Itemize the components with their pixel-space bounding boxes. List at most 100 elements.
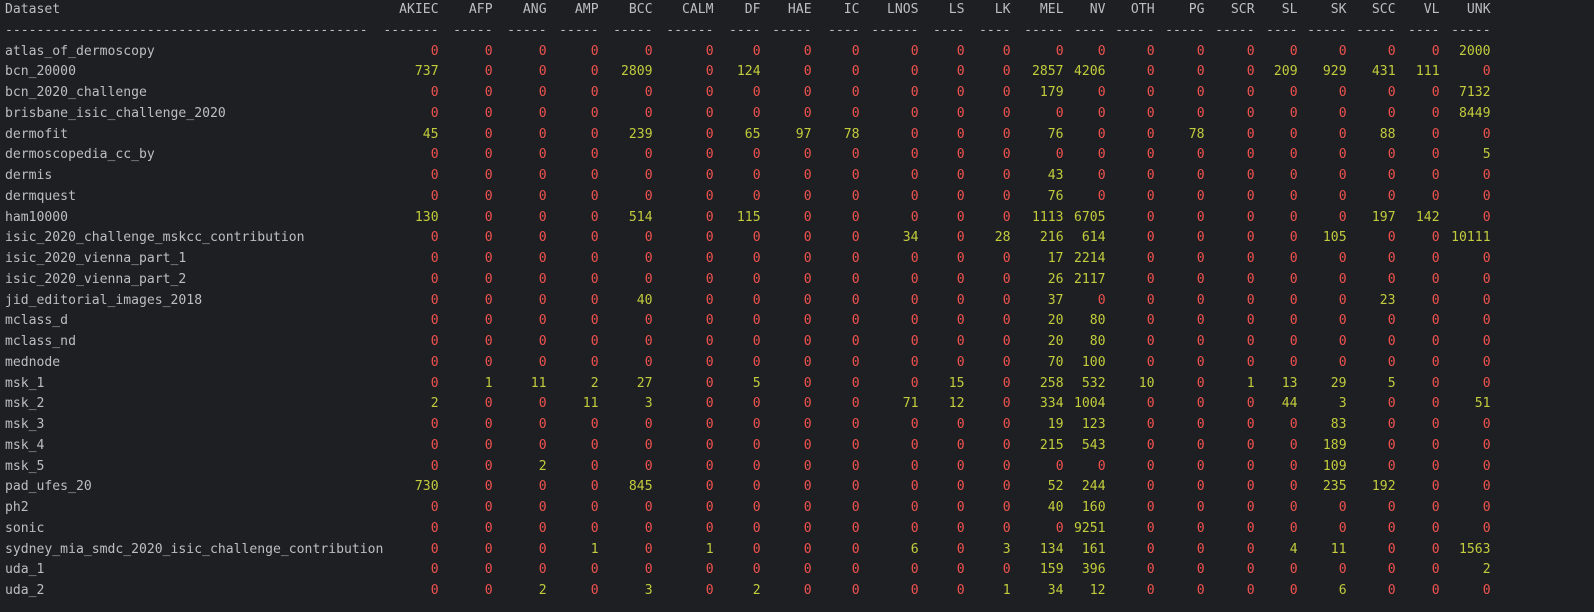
count-cell: 0 (1002, 313, 1011, 329)
count-cell: 1563 (1459, 541, 1491, 557)
count-cell: 0 (1246, 43, 1255, 59)
count-cell: 0 (956, 168, 965, 183)
count-cell: 0 (590, 458, 599, 474)
count-cell: 0 (1246, 500, 1255, 515)
dataset-name: dermoscopedia_cc_by (5, 147, 155, 163)
table-row: bcn_20000 737 0 0 0 2809 0 124 0 0 0 0 0 2857 4206 0 0 0 2… (5, 62, 1491, 83)
count-cell: 0 (590, 520, 599, 536)
separator-cell: ---- (1266, 22, 1298, 38)
count-cell: 0 (1482, 437, 1491, 453)
separator-cell: ----- (1024, 22, 1064, 38)
count-cell: 0 (1431, 85, 1440, 100)
count-cell: 543 (1081, 437, 1106, 453)
count-cell: 0 (803, 147, 812, 163)
count-cell: 0 (910, 292, 919, 308)
count-cell: 76 (1047, 188, 1064, 204)
count-cell: 0 (430, 583, 439, 598)
count-cell: 0 (1146, 147, 1155, 163)
count-cell: 0 (956, 313, 965, 329)
count-cell: 0 (1431, 354, 1440, 370)
column-header-ls: LS (948, 2, 965, 17)
count-cell: 0 (705, 230, 714, 246)
count-cell: 0 (1431, 417, 1440, 432)
count-cell: 0 (803, 583, 812, 598)
separator-cell: ----- (1451, 22, 1491, 38)
count-cell: 0 (1431, 500, 1440, 515)
count-cell: 532 (1081, 375, 1106, 391)
column-header-sk: SK (1330, 2, 1347, 17)
count-cell: 0 (590, 251, 599, 266)
count-cell: 70 (1047, 354, 1064, 370)
count-cell: 0 (1002, 375, 1011, 391)
count-cell: 0 (752, 520, 761, 536)
dataset-name: dermquest (5, 188, 76, 204)
count-cell: 11 (582, 396, 599, 412)
count-cell: 9251 (1074, 520, 1106, 536)
count-cell: 0 (1146, 354, 1155, 370)
count-cell: 929 (1322, 64, 1347, 80)
count-cell: 5 (1482, 147, 1491, 163)
dataset-name: isic_2020_vienna_part_1 (5, 251, 187, 266)
count-cell: 6 (910, 541, 919, 557)
count-cell: 0 (1289, 271, 1298, 287)
count-cell: 2 (538, 458, 547, 474)
count-cell: 0 (1431, 583, 1440, 598)
count-cell: 0 (1002, 168, 1011, 183)
count-cell: 0 (1246, 479, 1255, 495)
count-cell: 0 (484, 437, 493, 453)
count-cell: 0 (1387, 313, 1396, 329)
count-cell: 0 (644, 541, 653, 557)
count-cell: 0 (430, 188, 439, 204)
column-header-df: DF (744, 2, 761, 17)
dataset-name: bcn_2020_challenge (5, 85, 147, 100)
count-cell: 20 (1047, 313, 1064, 329)
count-cell: 0 (910, 188, 919, 204)
count-cell: 0 (1146, 64, 1155, 80)
count-cell: 0 (705, 251, 714, 266)
count-cell: 0 (1196, 251, 1205, 266)
table-row: msk_4 0 0 0 0 0 0 0 0 0 0 0 0 215 543 0 0 0 0 189 0 0 0 (5, 436, 1491, 457)
column-header-scc: SCC (1371, 2, 1396, 17)
count-cell: 0 (956, 417, 965, 432)
count-cell: 0 (590, 334, 599, 349)
count-cell: 0 (1002, 85, 1011, 100)
count-cell: 161 (1081, 541, 1106, 557)
count-cell: 0 (803, 500, 812, 515)
count-cell: 0 (1338, 313, 1347, 329)
count-cell: 0 (705, 271, 714, 287)
count-cell: 0 (1387, 354, 1396, 370)
count-cell: 0 (1289, 562, 1298, 578)
dataset-name: bcn_20000 (5, 64, 76, 80)
count-cell: 0 (1482, 417, 1491, 432)
count-cell: 216 (1039, 230, 1064, 246)
count-cell: 0 (644, 354, 653, 370)
count-cell: 0 (1246, 126, 1255, 142)
count-cell: 244 (1081, 479, 1106, 495)
count-cell: 0 (910, 168, 919, 183)
count-cell: 23 (1379, 292, 1396, 308)
count-cell: 0 (956, 43, 965, 59)
count-cell: 0 (1146, 230, 1155, 246)
count-cell: 0 (1289, 334, 1298, 349)
count-cell: 0 (705, 437, 714, 453)
count-cell: 34 (1047, 583, 1064, 598)
count-cell: 0 (1196, 458, 1205, 474)
count-cell: 0 (590, 85, 599, 100)
count-cell: 0 (484, 271, 493, 287)
column-header-calm: CALM (682, 2, 714, 17)
count-cell: 0 (1387, 271, 1396, 287)
count-cell: 0 (1246, 437, 1255, 453)
count-cell: 0 (803, 417, 812, 432)
count-cell: 0 (1482, 520, 1491, 536)
count-cell: 34 (902, 230, 919, 246)
count-cell: 0 (851, 354, 860, 370)
count-cell: 0 (705, 188, 714, 204)
table-row: isic_2020_vienna_part_2 0 0 0 0 0 0 0 0 0 0 0 0 26 211… (5, 270, 1491, 291)
count-cell: 0 (430, 437, 439, 453)
count-cell: 142 (1415, 209, 1440, 225)
count-cell: 0 (1482, 500, 1491, 515)
table-row: dermofit 45 0 0 0 239 0 65 97 78 0 0 0 76 0 0 78 0 0 0 88 0 0 (5, 125, 1491, 146)
count-cell: 0 (1246, 292, 1255, 308)
count-cell: 0 (430, 147, 439, 163)
count-cell: 0 (1146, 126, 1155, 142)
